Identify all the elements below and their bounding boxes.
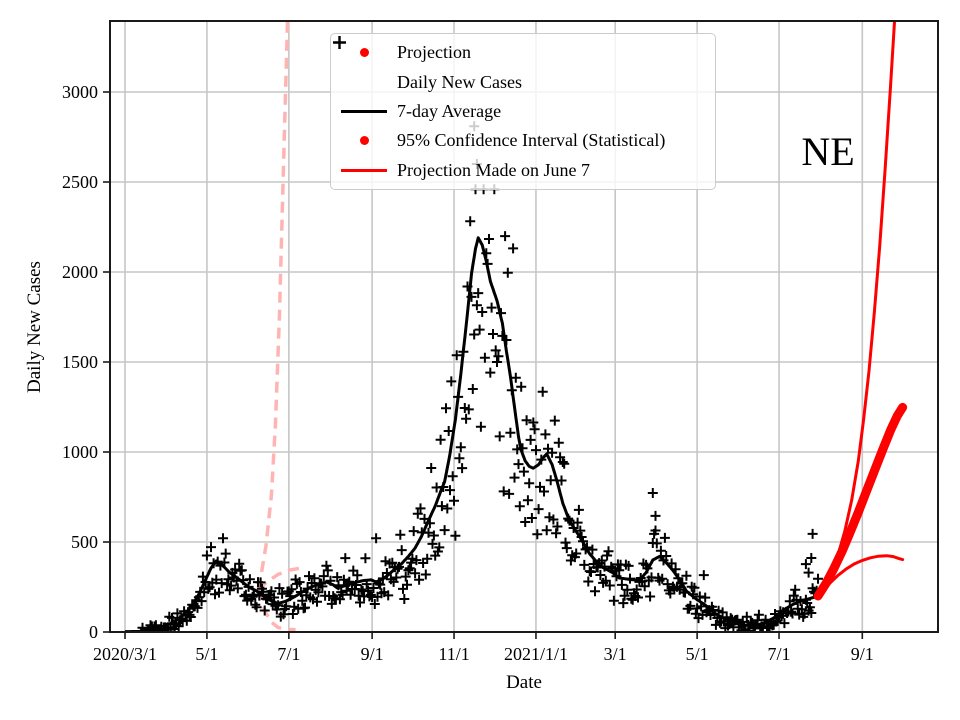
seven-day-average-line xyxy=(124,236,819,632)
legend-label: Projection xyxy=(397,42,471,63)
y-axis-title: Daily New Cases xyxy=(24,261,45,393)
legend: Projection Daily New Cases 7-day Average… xyxy=(330,33,716,190)
x-tick-label: 7/1 xyxy=(768,644,791,664)
x-tick-label: 2021/1/1 xyxy=(504,644,568,664)
y-tick-label: 3000 xyxy=(62,82,98,102)
red-dot-icon xyxy=(359,136,369,146)
prior-projection-dashed-line xyxy=(256,21,290,591)
legend-item-projection-june7: Projection Made on June 7 xyxy=(331,156,715,184)
projection-dots-line xyxy=(813,402,908,601)
y-tick-label: 500 xyxy=(71,532,98,552)
legend-item-confidence-interval: 95% Confidence Interval (Statistical) xyxy=(331,127,715,155)
legend-label: 7-day Average xyxy=(397,100,502,121)
x-tick-label: 2020/3/1 xyxy=(93,644,157,664)
y-tick-label: 2500 xyxy=(62,172,98,192)
state-annotation: NE xyxy=(801,129,855,174)
plus-marker-icon xyxy=(333,36,346,49)
x-tick-label: 7/1 xyxy=(277,644,300,664)
x-tick-label: 5/1 xyxy=(686,644,709,664)
y-tick-label: 0 xyxy=(89,622,98,642)
y-tick-label: 1000 xyxy=(62,442,98,462)
legend-label: 95% Confidence Interval (Statistical) xyxy=(397,130,666,151)
y-tick-label: 2000 xyxy=(62,262,98,282)
legend-label: Daily New Cases xyxy=(397,71,522,92)
red-line-icon xyxy=(341,168,387,172)
daily-new-cases-scatter xyxy=(136,121,823,632)
black-line-icon xyxy=(341,109,387,113)
x-tick-label: 9/1 xyxy=(361,644,384,664)
x-tick-label: 11/1 xyxy=(438,644,469,664)
axes: 2020/3/1 5/1 7/1 9/1 11/1 2021/1/1 3/1 5/1 7/1 9/… xyxy=(62,20,939,664)
red-dot-icon xyxy=(359,48,369,58)
x-axis-title: Date xyxy=(506,672,542,693)
y-tick-label: 1500 xyxy=(62,352,98,372)
legend-item-daily-new-cases: Daily New Cases xyxy=(331,36,715,96)
x-tick-label: 3/1 xyxy=(604,644,627,664)
legend-item-projection: Projection xyxy=(331,39,715,67)
plot-frame xyxy=(109,20,939,633)
x-tick-label: 9/1 xyxy=(851,644,874,664)
legend-label: Projection Made on June 7 xyxy=(397,159,590,180)
prior-projection-dashed-line xyxy=(256,566,302,592)
legend-item-7day-average: 7-day Average xyxy=(331,97,715,125)
x-tick-label: 5/1 xyxy=(195,644,218,664)
